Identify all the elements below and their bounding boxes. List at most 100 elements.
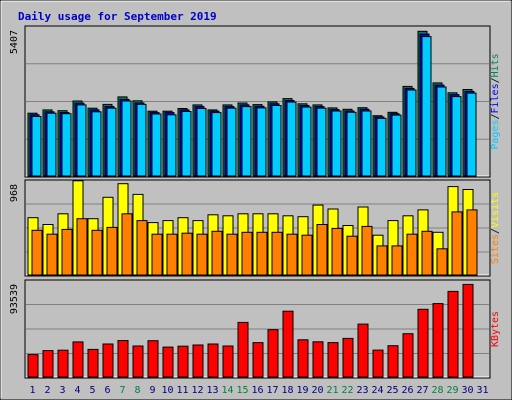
bar-sites-day-8 [136, 220, 148, 276]
bar-pages-day-11 [181, 111, 192, 177]
legend-item: Hits [490, 53, 501, 77]
chart-title: Daily usage for September 2019 [18, 10, 217, 23]
bar-sites-day-1 [31, 229, 43, 276]
day-label-7: 7 [119, 385, 125, 396]
day-label-30: 30 [461, 385, 473, 396]
day-label-8: 8 [134, 385, 140, 396]
day-label-31: 31 [476, 385, 488, 396]
bar-kbytes-day-17 [267, 329, 279, 378]
bar-sites-day-9 [151, 233, 163, 276]
bar-pages-day-6 [106, 107, 117, 177]
day-label-16: 16 [251, 385, 263, 396]
legend-kbytes: KBytes [490, 311, 501, 347]
bar-sites-day-13 [211, 230, 223, 276]
day-label-27: 27 [416, 385, 428, 396]
bar-pages-day-27 [421, 36, 432, 177]
bar-pages-day-14 [226, 107, 237, 177]
panel-visits-sites: 968 Sites/Visits [9, 179, 501, 277]
bar-kbytes-day-21 [327, 342, 339, 378]
bar-kbytes-day-16 [252, 342, 264, 378]
day-label-28: 28 [431, 385, 443, 396]
bar-sites-day-3 [61, 228, 73, 276]
day-label-10: 10 [161, 385, 173, 396]
bar-sites-day-7 [121, 213, 133, 276]
day-label-13: 13 [206, 385, 218, 396]
bar-kbytes-day-19 [297, 339, 309, 378]
day-label-19: 19 [296, 385, 308, 396]
bar-kbytes-day-10 [162, 346, 174, 378]
bar-sites-day-22 [346, 235, 358, 276]
bar-kbytes-day-23 [357, 323, 369, 378]
bar-pages-day-13 [211, 112, 222, 177]
bar-pages-day-20 [316, 107, 327, 177]
bar-pages-day-8 [136, 103, 147, 177]
legend-item: Visits [490, 192, 501, 228]
legend-item: / [490, 77, 501, 83]
bar-kbytes-day-28 [432, 303, 444, 378]
legend-item: KBytes [490, 311, 501, 347]
legend-item: Pages [490, 120, 501, 150]
bar-pages-day-22 [346, 111, 357, 177]
bar-pages-day-2 [46, 112, 57, 177]
bar-kbytes-day-2 [42, 350, 54, 378]
bar-sites-day-29 [451, 211, 463, 276]
day-label-23: 23 [356, 385, 368, 396]
bar-kbytes-day-29 [447, 290, 459, 378]
bar-pages-day-12 [196, 108, 207, 177]
bar-kbytes-day-11 [177, 345, 189, 378]
day-label-20: 20 [311, 385, 323, 396]
bar-pages-day-25 [391, 114, 402, 177]
bar-sites-day-20 [316, 224, 328, 276]
day-label-24: 24 [371, 385, 383, 396]
day-label-4: 4 [74, 385, 80, 396]
bar-kbytes-day-5 [87, 348, 99, 378]
day-label-25: 25 [386, 385, 398, 396]
bar-pages-day-19 [301, 106, 312, 177]
bar-kbytes-day-15 [237, 321, 249, 378]
bar-sites-day-23 [361, 225, 373, 276]
bar-sites-day-27 [421, 230, 433, 276]
bar-pages-day-29 [451, 96, 462, 177]
legend-item: / [490, 114, 501, 120]
bar-pages-day-3 [61, 113, 72, 177]
bar-pages-day-17 [271, 105, 282, 177]
bar-kbytes-day-20 [312, 341, 324, 378]
bar-pages-day-16 [256, 107, 267, 177]
bar-sites-day-14 [226, 233, 238, 276]
day-label-11: 11 [176, 385, 188, 396]
day-label-5: 5 [89, 385, 95, 396]
bar-pages-day-4 [76, 104, 87, 177]
bar-kbytes-day-14 [222, 345, 234, 378]
bar-kbytes-day-1 [27, 354, 39, 378]
max-label-hits-files-pages: 5407 [9, 30, 20, 54]
bar-sites-day-30 [466, 209, 478, 276]
day-label-29: 29 [446, 385, 458, 396]
bar-kbytes-day-6 [102, 343, 114, 378]
day-label-9: 9 [149, 385, 155, 396]
bar-pages-day-28 [436, 86, 447, 177]
bar-sites-day-17 [271, 231, 283, 276]
day-label-22: 22 [341, 385, 353, 396]
max-label-visits-sites: 968 [9, 184, 20, 202]
bar-pages-day-24 [376, 117, 387, 177]
bar-kbytes-day-18 [282, 310, 294, 378]
day-label-12: 12 [191, 385, 203, 396]
bar-kbytes-day-8 [132, 345, 144, 378]
bar-sites-day-5 [91, 229, 103, 276]
bar-sites-day-4 [76, 218, 88, 276]
bar-pages-day-18 [286, 101, 297, 177]
bar-pages-day-9 [151, 113, 162, 177]
bar-sites-day-2 [46, 233, 58, 276]
day-label-14: 14 [221, 385, 233, 396]
bar-sites-day-26 [406, 233, 418, 276]
bar-kbytes-day-22 [342, 337, 354, 378]
day-label-2: 2 [44, 385, 50, 396]
bar-sites-day-25 [391, 245, 403, 276]
day-label-15: 15 [236, 385, 248, 396]
day-label-6: 6 [104, 385, 110, 396]
legend-item: Files [490, 83, 501, 113]
chart-panels: 5407Pages/Files/Hits968Sites/Visits93539… [9, 25, 501, 379]
x-axis-day-labels: 1 2 3 4 5 6 7 8 9 10 11 12 13 14 15 16 17 18 19 20 21 22 23 24 2… [29, 385, 488, 396]
bar-pages-day-26 [406, 89, 417, 177]
